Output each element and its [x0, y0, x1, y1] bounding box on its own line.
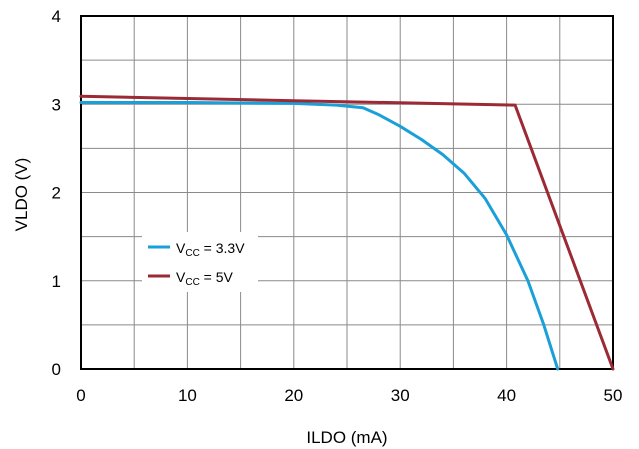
y-tick-label: 2 [52, 184, 61, 203]
series-line-1 [79, 101, 560, 371]
y-tick-label: 0 [52, 360, 61, 379]
y-tick-label: 4 [52, 7, 61, 26]
y-axis-label: VLDO (V) [12, 158, 31, 232]
x-tick-label: 0 [76, 386, 85, 405]
grid-lines [81, 16, 613, 369]
legend-box [142, 232, 258, 292]
x-tick-label: 30 [391, 386, 410, 405]
series-layer [79, 94, 615, 371]
x-tick-label: 40 [497, 386, 516, 405]
y-tick-labels: 0 1 2 3 4 [52, 7, 61, 379]
legend-label: VCC = 3.3V [176, 240, 245, 259]
plot-frame [80, 15, 614, 370]
x-tick-label: 50 [604, 386, 623, 405]
x-tick-label: 20 [284, 386, 303, 405]
series-line-2 [79, 94, 615, 371]
y-tick-label: 1 [52, 272, 61, 291]
x-tick-label: 10 [178, 386, 197, 405]
legend: VCC = 3.3V VCC = 5V [142, 232, 258, 292]
x-axis-label: ILDO (mA) [306, 428, 387, 447]
legend-label: VCC = 5V [176, 269, 234, 288]
y-tick-label: 3 [52, 95, 61, 114]
x-tick-labels: 0 10 20 30 40 50 [76, 386, 622, 405]
